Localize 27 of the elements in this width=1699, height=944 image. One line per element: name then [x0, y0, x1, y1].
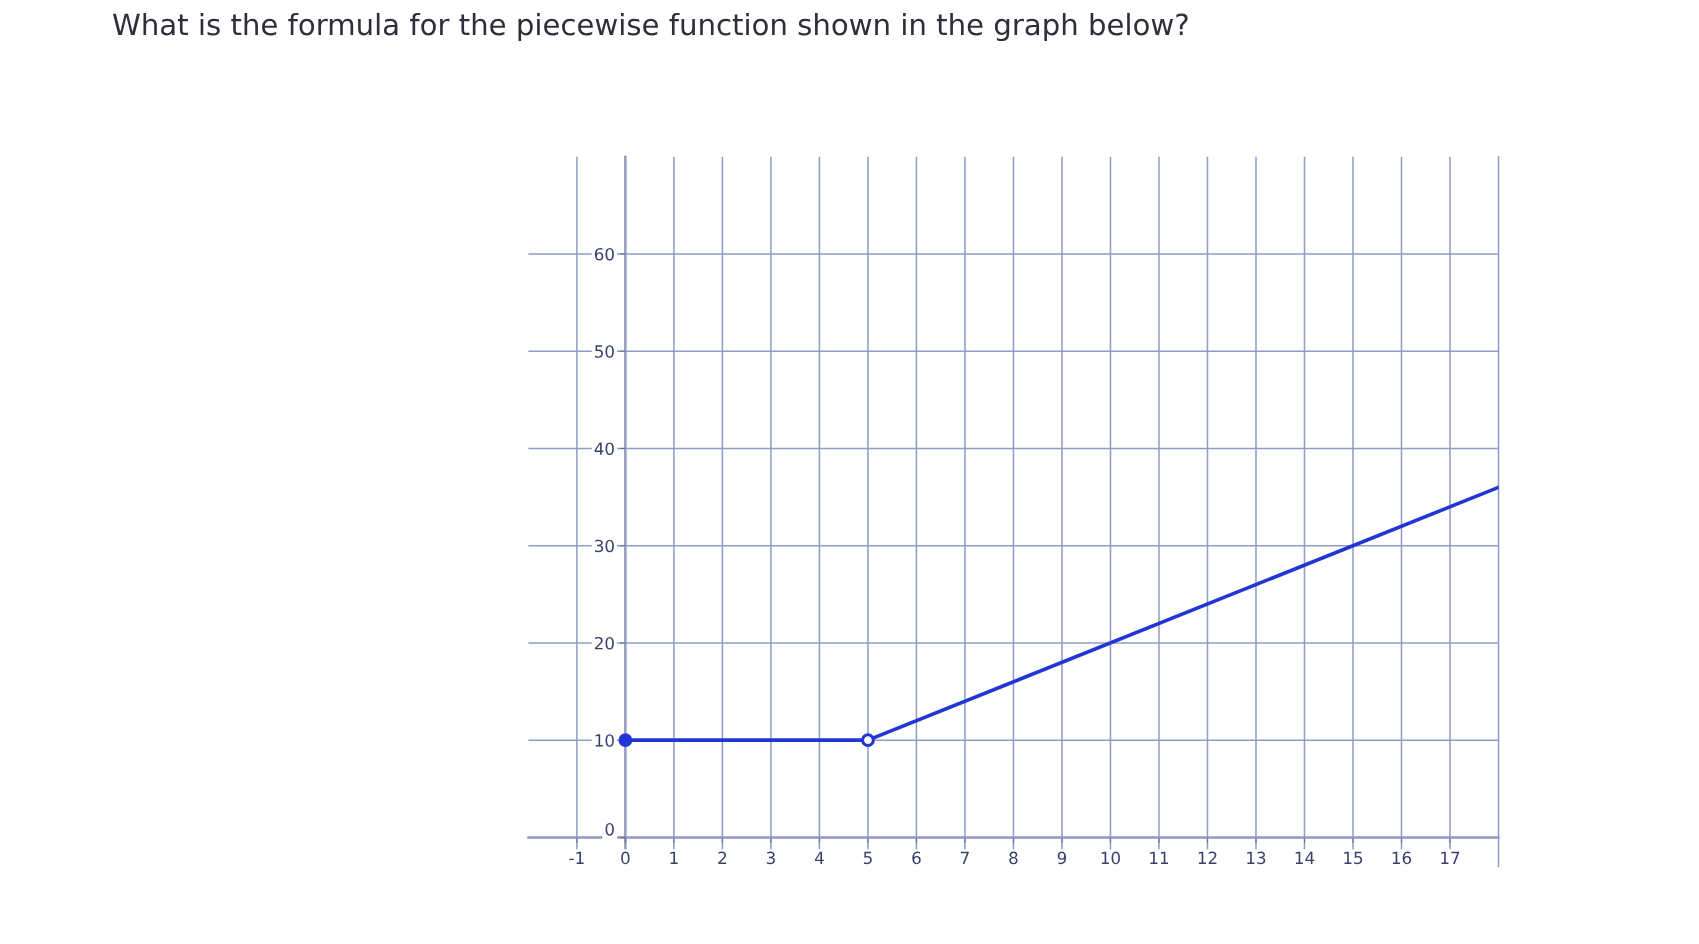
x-tick-label: 13	[1247, 851, 1266, 865]
chart-title: What is the formula for the piecewise function shown in the graph below?	[112, 12, 1188, 42]
x-tick-label: 2	[718, 851, 727, 864]
x-tick-label: 3	[766, 851, 775, 865]
x-tick-label: 15	[1344, 851, 1363, 865]
y-tick-label: 0	[605, 823, 614, 836]
y-tick-label: 50	[595, 345, 614, 358]
x-tick-label: 17	[1441, 851, 1460, 864]
x-tick-label: 12	[1198, 851, 1217, 864]
y-tick-label: 10	[595, 734, 614, 747]
y-tick-label: 60	[594, 247, 614, 261]
y-tick-label: 20	[595, 636, 614, 650]
x-tick-label: 7	[961, 851, 969, 864]
x-tick-label: 0	[621, 851, 630, 865]
x-tick-label: 5	[863, 851, 872, 865]
x-tick-label: 6	[912, 851, 921, 865]
x-tick-label: -1	[569, 851, 584, 864]
y-tick-label: 40	[594, 442, 614, 456]
x-tick-label: 10	[1101, 851, 1120, 865]
x-tick-label: 14	[1295, 851, 1315, 864]
x-tick-label: 16	[1392, 851, 1412, 865]
x-tick-label: 9	[1057, 851, 1067, 865]
x-tick-label: 4	[814, 851, 824, 864]
x-tick-label: 11	[1150, 851, 1169, 864]
y-tick-label: 30	[595, 539, 614, 553]
x-tick-label: 1	[670, 851, 678, 864]
x-tick-label: 8	[1009, 851, 1018, 865]
